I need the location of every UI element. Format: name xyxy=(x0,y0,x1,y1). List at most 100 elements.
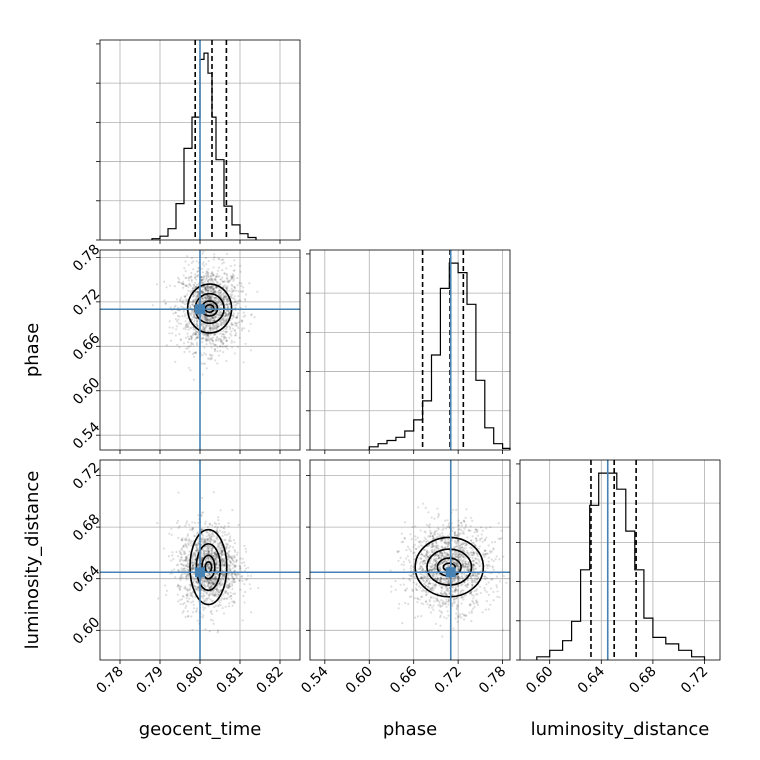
sample-point xyxy=(206,280,210,283)
sample-point xyxy=(185,522,188,525)
sample-point xyxy=(390,590,393,593)
sample-point xyxy=(192,564,195,567)
sample-point xyxy=(437,548,440,551)
sample-point xyxy=(233,560,236,564)
sample-point xyxy=(177,569,180,572)
sample-point xyxy=(225,586,228,589)
sample-point xyxy=(444,580,448,583)
sample-point xyxy=(462,532,465,535)
sample-point xyxy=(185,574,188,577)
sample-point xyxy=(208,327,211,330)
sample-point xyxy=(180,576,183,579)
sample-point xyxy=(439,605,442,608)
sample-point xyxy=(209,618,212,622)
sample-point xyxy=(178,577,182,580)
sample-point xyxy=(187,539,190,543)
sample-point xyxy=(463,519,466,522)
sample-point xyxy=(491,566,494,569)
sample-point xyxy=(445,555,449,558)
sample-point xyxy=(451,593,454,596)
sample-point xyxy=(235,316,238,319)
sample-point xyxy=(222,574,225,578)
sample-point xyxy=(221,280,224,283)
sample-point xyxy=(465,614,468,617)
sample-point xyxy=(196,619,199,622)
sample-point xyxy=(178,346,181,349)
sample-point xyxy=(455,596,458,600)
sample-point xyxy=(415,547,418,551)
sample-point xyxy=(206,296,209,299)
sample-point xyxy=(465,508,468,511)
sample-point xyxy=(212,583,215,587)
sample-point xyxy=(207,284,210,287)
sample-point xyxy=(437,547,440,550)
sample-point xyxy=(233,554,236,558)
sample-point xyxy=(218,585,221,588)
sample-point xyxy=(180,539,183,542)
sample-point xyxy=(236,284,239,287)
grid-lines xyxy=(100,250,300,450)
sample-point xyxy=(455,545,458,548)
sample-point xyxy=(194,549,198,553)
sample-point xyxy=(445,552,448,555)
sample-point xyxy=(418,598,421,601)
sample-point xyxy=(167,555,170,558)
sample-point xyxy=(471,584,474,587)
sample-point xyxy=(214,579,217,582)
sample-point xyxy=(470,579,473,582)
sample-point xyxy=(425,591,428,594)
sample-point xyxy=(206,338,209,341)
sample-point xyxy=(212,622,215,626)
sample-point xyxy=(460,616,463,619)
sample-point xyxy=(184,615,187,619)
sample-point xyxy=(225,339,228,342)
sample-point xyxy=(464,584,467,587)
sample-point xyxy=(455,508,458,511)
sample-point xyxy=(241,575,244,578)
sample-point xyxy=(203,291,206,295)
sample-point xyxy=(209,530,212,533)
sample-point xyxy=(461,541,464,544)
sample-point xyxy=(214,296,217,300)
sample-point xyxy=(439,567,442,570)
sample-point xyxy=(201,549,204,552)
sample-point xyxy=(249,349,252,352)
sample-point xyxy=(223,296,226,299)
sample-point xyxy=(206,579,209,582)
sample-point xyxy=(218,582,221,585)
sample-point xyxy=(185,578,188,581)
sample-point xyxy=(429,588,432,591)
sample-point xyxy=(469,591,472,594)
sample-point xyxy=(190,342,193,345)
sample-point xyxy=(201,297,204,300)
sample-point xyxy=(432,575,435,578)
sample-point xyxy=(463,520,466,524)
sample-point xyxy=(193,298,196,301)
sample-point xyxy=(203,550,206,553)
sample-point xyxy=(220,311,223,314)
sample-point xyxy=(205,318,208,321)
sample-point xyxy=(184,559,187,562)
sample-point xyxy=(492,590,495,594)
sample-point xyxy=(196,336,199,339)
sample-point xyxy=(233,329,236,332)
sample-point xyxy=(454,541,457,544)
sample-point xyxy=(233,601,236,604)
sample-point xyxy=(502,574,505,578)
sample-point xyxy=(196,290,199,293)
sample-point xyxy=(192,579,195,582)
sample-point xyxy=(196,588,199,591)
sample-point xyxy=(436,536,439,539)
sample-point xyxy=(455,563,458,566)
sample-point xyxy=(421,541,424,544)
sample-point xyxy=(418,557,421,560)
sample-point xyxy=(218,345,222,348)
sample-point xyxy=(479,537,482,541)
sample-point xyxy=(182,559,185,562)
sample-point xyxy=(226,299,229,302)
sample-point xyxy=(244,305,247,308)
sample-point xyxy=(208,566,211,569)
sample-point xyxy=(213,593,216,596)
sample-point xyxy=(215,296,218,299)
sample-point xyxy=(431,535,434,538)
